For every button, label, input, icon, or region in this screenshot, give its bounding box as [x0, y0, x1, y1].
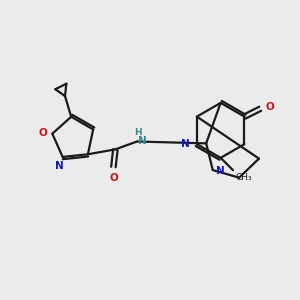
- Text: N: N: [216, 166, 225, 176]
- Text: N: N: [181, 139, 190, 149]
- Text: O: O: [265, 102, 274, 112]
- Text: H: H: [134, 128, 142, 136]
- Text: N: N: [138, 136, 147, 146]
- Text: N: N: [55, 161, 64, 171]
- Text: O: O: [109, 173, 118, 183]
- Text: CH₃: CH₃: [236, 173, 253, 182]
- Text: O: O: [39, 128, 47, 138]
